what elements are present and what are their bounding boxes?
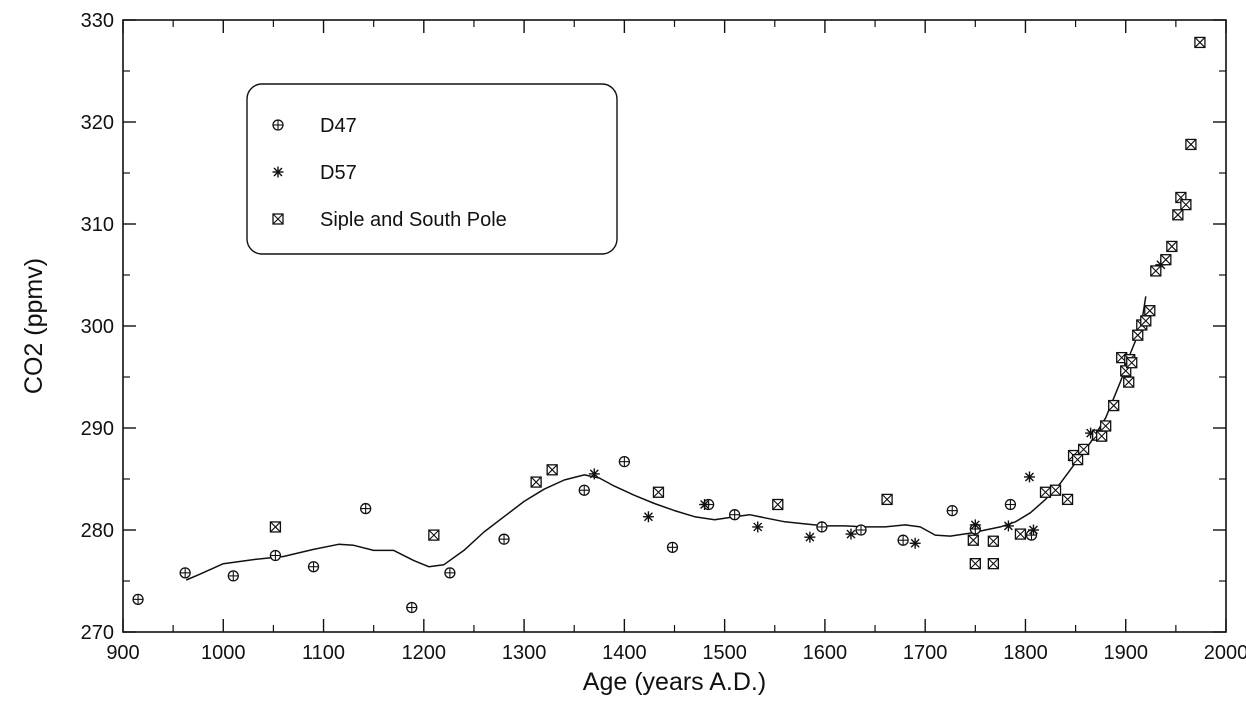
data-point-circle-plus: [444, 567, 456, 579]
data-point-square-x: [1108, 399, 1120, 412]
data-point-square-x: [1123, 376, 1135, 388]
data-point-square-x: [1194, 36, 1206, 49]
data-point-square-x: [881, 493, 893, 506]
data-point-asterisk: [752, 521, 764, 533]
data-point-square-x: [1096, 430, 1108, 442]
data-point-square-x: [1150, 265, 1162, 277]
data-point-square-x: [1014, 528, 1027, 540]
x-tick-label: 1900: [1103, 642, 1148, 664]
data-point-asterisk: [909, 537, 921, 549]
data-point-square-x: [969, 558, 981, 570]
data-point-square-x: [1049, 484, 1062, 496]
smoothed-fit-curve: [185, 296, 1147, 581]
legend-marker-circle-plus: [272, 119, 284, 131]
x-tick-label: 1400: [602, 642, 647, 664]
data-point-circle-plus: [179, 567, 191, 579]
x-tick-label: 1300: [502, 642, 547, 664]
legend-label: Siple and South Pole: [320, 209, 507, 231]
data-point-square-x: [987, 535, 1000, 547]
data-point-asterisk: [1027, 524, 1039, 536]
x-tick-label: 900: [106, 642, 139, 664]
data-point-square-x: [1172, 209, 1184, 221]
data-point-circle-plus: [946, 504, 958, 517]
data-point-square-x: [772, 498, 784, 511]
data-point-asterisk: [642, 511, 654, 523]
data-point-circle-plus: [816, 521, 828, 533]
data-point-circle-plus: [269, 549, 282, 562]
series-d57: [530, 259, 1167, 549]
x-tick-label: 1700: [903, 642, 948, 664]
data-point-asterisk: [969, 519, 981, 531]
legend-marker-square-x: [272, 213, 284, 225]
data-point-circle-plus: [1004, 498, 1017, 511]
data-point-square-x: [1077, 443, 1090, 456]
data-point-circle-plus: [360, 502, 372, 515]
legend-marker-asterisk: [272, 166, 284, 178]
data-point-square-x: [428, 529, 440, 541]
y-tick-label: 320: [81, 112, 114, 134]
data-point-square-x: [269, 521, 282, 533]
x-tick-label: 1500: [702, 642, 747, 664]
data-point-circle-plus: [578, 484, 590, 496]
data-point-square-x: [967, 534, 979, 546]
y-tick-label: 270: [81, 622, 114, 644]
y-tick-label: 330: [81, 10, 114, 32]
x-tick-label: 1800: [1003, 642, 1048, 664]
data-point-square-x: [652, 486, 665, 498]
x-tick-label: 2000: [1204, 642, 1246, 664]
data-point-square-x: [1166, 240, 1178, 253]
data-point-square-x: [1039, 486, 1052, 498]
data-point-asterisk: [845, 528, 857, 540]
data-point-circle-plus: [227, 570, 239, 582]
y-tick-label: 310: [81, 214, 114, 236]
legend-label: D47: [320, 115, 357, 137]
data-point-square-x: [1126, 357, 1138, 369]
data-point-circle-plus: [498, 533, 510, 545]
data-point-square-x: [546, 464, 558, 476]
data-point-square-x: [1185, 138, 1197, 151]
data-point-circle-plus: [618, 456, 631, 468]
data-point-circle-plus: [406, 601, 418, 614]
data-point-square-x: [1144, 305, 1156, 317]
data-point-square-x: [1061, 493, 1074, 506]
series-siple-and-south-pole: [269, 36, 1206, 570]
x-tick-label: 1200: [402, 642, 447, 664]
data-point-square-x: [530, 476, 542, 488]
series-d47: [132, 456, 1038, 614]
data-point-square-x: [1160, 254, 1172, 266]
data-point-asterisk: [588, 468, 600, 480]
data-point-asterisk: [699, 499, 711, 510]
data-point-asterisk: [1002, 520, 1014, 532]
x-tick-label: 1000: [201, 642, 246, 664]
data-point-circle-plus: [729, 509, 741, 521]
data-point-square-x: [1140, 315, 1152, 327]
data-point-asterisk: [804, 531, 816, 543]
data-point-circle-plus: [897, 534, 909, 546]
x-tick-label: 1100: [302, 642, 345, 664]
data-point-square-x: [987, 558, 1000, 570]
data-point-asterisk: [1023, 471, 1035, 483]
data-point-circle-plus: [855, 524, 867, 536]
x-axis-label: Age (years A.D.): [583, 668, 766, 696]
data-point-square-x: [1100, 420, 1112, 432]
y-tick-label: 290: [81, 418, 114, 440]
legend-label: D57: [320, 162, 357, 184]
data-point-circle-plus: [666, 541, 679, 553]
x-tick-label: 1600: [803, 642, 848, 664]
data-point-square-x: [1071, 453, 1084, 466]
legend-box: [246, 83, 618, 255]
y-axis-label: CO2 (ppmv): [20, 258, 48, 394]
y-tick-label: 280: [81, 520, 114, 542]
data-point-square-x: [1132, 329, 1144, 341]
data-point-circle-plus: [132, 593, 144, 606]
y-tick-label: 300: [81, 316, 114, 338]
data-point-square-x: [1180, 198, 1192, 211]
data-point-circle-plus: [307, 561, 320, 573]
